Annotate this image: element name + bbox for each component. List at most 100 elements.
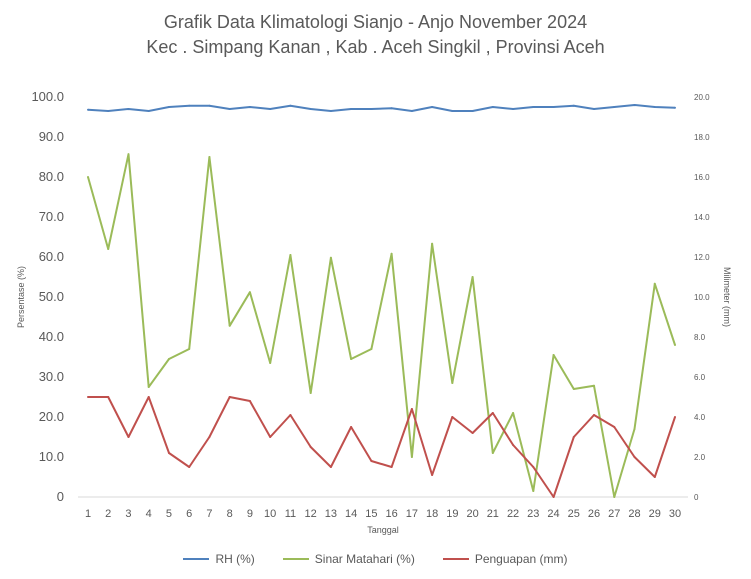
x-tick-label: 15 — [365, 508, 377, 520]
data-point-sinar-matahari — [593, 384, 596, 387]
y2-tick-label: 4.0 — [694, 413, 706, 422]
data-point-rh — [370, 108, 373, 110]
data-point-sinar-matahari — [208, 156, 211, 158]
y2-tick-label: 6.0 — [694, 373, 706, 382]
series-line-sinar-matahari — [87, 153, 676, 498]
data-point-penguapan-mm — [228, 396, 231, 398]
data-point-rh — [674, 106, 676, 109]
data-point-sinar-matahari — [653, 282, 656, 285]
data-point-penguapan-mm — [167, 452, 170, 454]
data-point-rh — [87, 108, 89, 111]
y-axis-title: Persentase (%) — [16, 266, 26, 328]
y2-tick-label: 16.0 — [694, 173, 710, 182]
y-tick-label: 90.0 — [39, 129, 64, 144]
data-point-sinar-matahari — [674, 344, 676, 346]
legend-label: Penguapan (mm) — [474, 552, 568, 566]
data-point-penguapan-mm — [532, 466, 535, 468]
series-line-rh — [87, 104, 676, 112]
y-tick-label: 10.0 — [39, 449, 64, 464]
data-point-sinar-matahari — [248, 291, 251, 294]
data-point-sinar-matahari — [633, 428, 636, 430]
x-tick-label: 27 — [608, 508, 620, 520]
chart-plot-area: 010.020.030.040.050.060.070.080.090.0100… — [16, 89, 732, 535]
data-point-sinar-matahari — [167, 358, 170, 360]
y-tick-label: 40.0 — [39, 329, 64, 344]
y-tick-label: 30.0 — [39, 369, 64, 384]
data-point-sinar-matahari — [451, 382, 454, 384]
data-point-rh — [491, 106, 494, 108]
legend-label: RH (%) — [215, 552, 255, 566]
data-point-penguapan-mm — [289, 414, 292, 416]
y-tick-label: 0 — [57, 489, 64, 504]
data-point-penguapan-mm — [107, 396, 110, 398]
data-point-sinar-matahari — [390, 252, 393, 255]
y2-tick-label: 10.0 — [694, 293, 710, 302]
data-point-rh — [552, 106, 555, 108]
y2-axis-title: Milimeter (mm) — [722, 267, 732, 327]
data-point-rh — [167, 106, 170, 108]
y2-tick-label: 0 — [694, 493, 699, 502]
y2-tick-label: 20.0 — [694, 93, 710, 102]
data-point-penguapan-mm — [552, 496, 555, 498]
y2-tick-label: 12.0 — [694, 253, 710, 262]
x-tick-label: 19 — [446, 508, 458, 520]
data-point-rh — [329, 110, 332, 112]
data-point-penguapan-mm — [147, 396, 150, 398]
legend-item: Sinar Matahari (%) — [282, 552, 415, 566]
x-tick-label: 28 — [628, 508, 640, 520]
data-point-rh — [512, 108, 515, 110]
chart-subtitle: Kec . Simpang Kanan , Kab . Aceh Singkil… — [146, 37, 605, 57]
legend-swatch — [282, 558, 309, 560]
data-point-rh — [228, 108, 231, 110]
legend-item: RH (%) — [183, 552, 255, 566]
x-tick-label: 4 — [146, 508, 152, 520]
data-point-rh — [269, 108, 272, 110]
data-point-penguapan-mm — [431, 474, 434, 476]
data-point-penguapan-mm — [613, 426, 616, 428]
data-point-penguapan-mm — [329, 466, 332, 468]
x-tick-label: 25 — [568, 508, 580, 520]
x-tick-label: 14 — [345, 508, 357, 520]
data-point-sinar-matahari — [471, 276, 474, 278]
data-point-sinar-matahari — [87, 176, 89, 178]
y-tick-label: 100.0 — [31, 89, 64, 104]
y2-tick-label: 8.0 — [694, 333, 706, 342]
data-point-rh — [208, 104, 211, 107]
data-point-rh — [532, 106, 535, 108]
x-tick-label: 11 — [285, 508, 296, 520]
data-point-rh — [390, 107, 393, 110]
data-point-sinar-matahari — [491, 452, 494, 454]
data-point-rh — [188, 104, 191, 107]
x-tick-label: 18 — [426, 508, 438, 520]
x-tick-label: 26 — [588, 508, 600, 520]
data-point-penguapan-mm — [127, 436, 130, 438]
data-point-sinar-matahari — [107, 248, 110, 250]
data-point-rh — [289, 104, 292, 107]
y2-tick-label: 2.0 — [694, 453, 706, 462]
data-point-penguapan-mm — [188, 466, 191, 468]
data-point-sinar-matahari — [431, 242, 434, 245]
data-point-sinar-matahari — [532, 490, 535, 492]
legend-item: Penguapan (mm) — [442, 552, 568, 566]
data-point-sinar-matahari — [552, 354, 555, 356]
data-point-sinar-matahari — [269, 362, 272, 364]
data-point-sinar-matahari — [147, 386, 150, 388]
data-point-rh — [572, 104, 575, 107]
data-point-rh — [593, 108, 596, 110]
data-point-penguapan-mm — [593, 414, 596, 416]
y-tick-label: 60.0 — [39, 249, 64, 264]
data-point-rh — [451, 110, 454, 112]
x-tick-label: 21 — [487, 508, 499, 520]
legend-swatch — [442, 558, 469, 560]
x-tick-label: 24 — [547, 508, 559, 520]
x-tick-label: 7 — [206, 508, 212, 520]
chart-title: Grafik Data Klimatologi Sianjo - Anjo No… — [163, 12, 588, 32]
legend-swatch — [183, 558, 210, 560]
data-point-sinar-matahari — [572, 388, 575, 390]
x-tick-label: 1 — [85, 508, 91, 520]
x-tick-label: 6 — [186, 508, 192, 520]
data-point-penguapan-mm — [572, 436, 575, 438]
data-point-rh — [350, 108, 353, 110]
data-point-penguapan-mm — [491, 412, 494, 414]
data-point-penguapan-mm — [208, 436, 211, 438]
